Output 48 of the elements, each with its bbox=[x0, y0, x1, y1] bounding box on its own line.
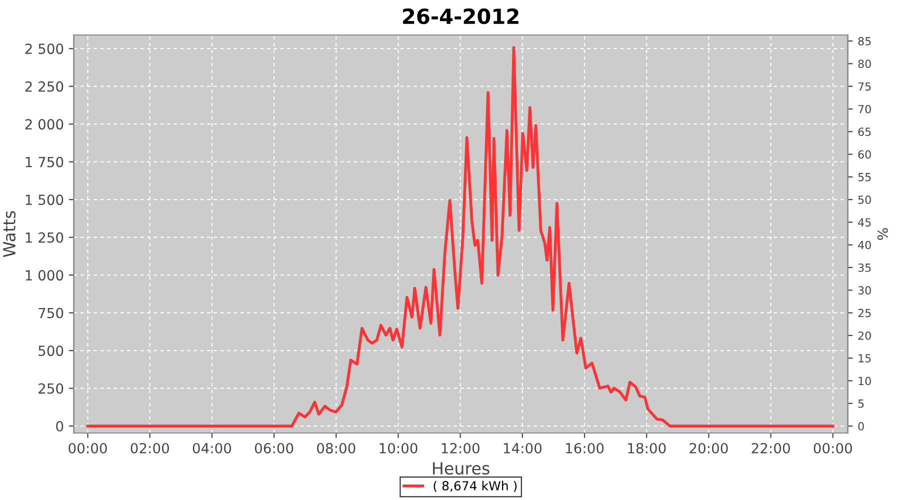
line-series bbox=[86, 46, 834, 428]
y-tick-label: 2 500 bbox=[25, 44, 64, 54]
y-tick-label: 2 250 bbox=[25, 81, 64, 92]
y2-tick-label: 15 bbox=[858, 354, 871, 362]
y2-tick-label: 75 bbox=[858, 82, 871, 91]
y2-tick-label: 20 bbox=[858, 331, 871, 340]
y-tick-label: 0 bbox=[56, 421, 64, 432]
x-tick-label: 14:00 bbox=[504, 442, 542, 454]
x-tick-label: 04:00 bbox=[192, 442, 232, 454]
y2-tick-label: 60 bbox=[858, 150, 871, 159]
y2-tick-label: 5 bbox=[858, 400, 864, 408]
y2-tick-label: 40 bbox=[858, 240, 871, 250]
x-tick-label: 12:00 bbox=[442, 442, 480, 454]
y-axis-title: Watts bbox=[3, 211, 16, 258]
y2-axis-title: % bbox=[877, 228, 888, 240]
y-tick-label: 500 bbox=[38, 346, 64, 356]
x-tick-label: 20:00 bbox=[690, 442, 728, 454]
y2-tick-label: 25 bbox=[858, 308, 871, 318]
x-tick-label: 18:00 bbox=[628, 442, 666, 454]
x-axis-title: Heures bbox=[433, 462, 490, 475]
y2-tick-label: 30 bbox=[858, 286, 871, 295]
y-tick-label: 1 250 bbox=[26, 232, 64, 243]
y-tick-label: 1 500 bbox=[26, 194, 64, 206]
y2-tick-label: 80 bbox=[858, 60, 871, 68]
y2-tick-label: 45 bbox=[858, 218, 871, 227]
y-tick-label: 1 000 bbox=[26, 270, 64, 281]
y-tick-label: 750 bbox=[38, 308, 64, 318]
x-tick-label: 10:00 bbox=[380, 442, 418, 454]
chart-title: 26-4-2012 bbox=[403, 8, 518, 24]
x-tick-label: 02:00 bbox=[130, 442, 169, 454]
x-tick-label: 00:00 bbox=[68, 442, 107, 454]
x-tick-label: 08:00 bbox=[317, 442, 356, 454]
y2-tick-label: 85 bbox=[858, 37, 871, 46]
y2-tick-label: 35 bbox=[858, 263, 871, 272]
y2-tick-label: 65 bbox=[858, 128, 871, 136]
y-tick-label: 1 750 bbox=[26, 156, 64, 168]
y2-tick-label: 55 bbox=[858, 173, 871, 182]
y2-tick-label: 50 bbox=[858, 196, 871, 204]
x-tick-label: 16:00 bbox=[566, 442, 604, 454]
x-tick-label: 06:00 bbox=[254, 442, 294, 454]
y-tick-label: 2 000 bbox=[25, 119, 64, 130]
x-tick-label: 22:00 bbox=[752, 442, 790, 454]
y2-tick-label: 70 bbox=[858, 104, 871, 114]
legend-label: ( 8,674 kWh ) bbox=[434, 480, 517, 492]
y2-tick-label: 10 bbox=[858, 376, 871, 386]
y2-tick-label: 0 bbox=[858, 422, 864, 430]
y-tick-label: 250 bbox=[38, 383, 64, 394]
x-tick-label: 00:00 bbox=[814, 442, 852, 454]
